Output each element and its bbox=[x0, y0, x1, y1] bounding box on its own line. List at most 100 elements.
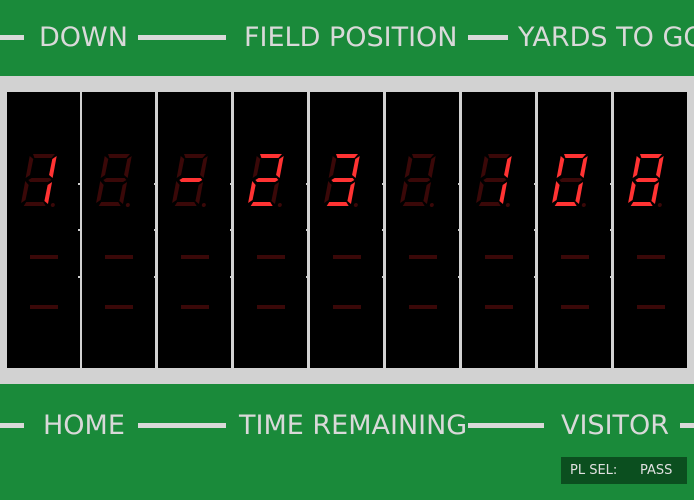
segment-a bbox=[108, 154, 130, 158]
digit-cell bbox=[462, 92, 535, 368]
time-remaining-label: TIME REMAINING bbox=[239, 410, 468, 441]
dim-dash bbox=[333, 255, 361, 259]
segment-f bbox=[25, 156, 34, 178]
segment-b bbox=[580, 156, 588, 178]
divider-tick bbox=[534, 183, 536, 185]
seven-segment-digit bbox=[552, 154, 588, 207]
segment-b bbox=[276, 156, 284, 178]
segment-d bbox=[478, 202, 501, 206]
dim-dash bbox=[30, 305, 58, 309]
divider-tick bbox=[610, 183, 612, 185]
segment-f bbox=[176, 156, 185, 178]
segment-g bbox=[407, 178, 431, 182]
segment-a bbox=[336, 154, 358, 158]
segment-c bbox=[499, 182, 508, 204]
decimal-point bbox=[353, 203, 358, 207]
divider-tick bbox=[230, 183, 232, 185]
segment-g bbox=[103, 178, 127, 182]
digit-cell bbox=[7, 92, 80, 368]
seven-segment-digit bbox=[96, 154, 132, 207]
digit-cell bbox=[386, 92, 459, 368]
divider-tick bbox=[382, 276, 384, 278]
divider-tick bbox=[306, 229, 308, 231]
segment-f bbox=[404, 156, 413, 178]
footer-rule bbox=[680, 423, 694, 428]
dim-dash bbox=[561, 255, 589, 259]
divider-tick bbox=[610, 229, 612, 231]
down-label: DOWN bbox=[39, 22, 128, 53]
segment-g bbox=[559, 178, 583, 182]
divider-tick bbox=[154, 276, 156, 278]
segment-e bbox=[96, 181, 104, 203]
segment-b bbox=[352, 156, 360, 178]
segment-g bbox=[179, 178, 203, 182]
segment-d bbox=[326, 202, 349, 206]
seven-segment-digit bbox=[400, 154, 436, 207]
decimal-point bbox=[50, 203, 55, 207]
divider-tick bbox=[78, 229, 80, 231]
footer-rule bbox=[138, 423, 226, 428]
footer-rule bbox=[0, 423, 24, 428]
segment-f bbox=[328, 156, 337, 178]
segment-f bbox=[252, 156, 261, 178]
segment-c bbox=[651, 182, 660, 204]
segment-e bbox=[628, 181, 636, 203]
segment-d bbox=[630, 202, 653, 206]
play-select-indicator[interactable]: PL SEL: PASS bbox=[561, 457, 687, 484]
segment-a bbox=[184, 154, 206, 158]
divider-tick bbox=[154, 183, 156, 185]
seven-segment-digit bbox=[628, 154, 664, 207]
divider-tick bbox=[78, 276, 80, 278]
segment-c bbox=[271, 182, 280, 204]
segment-g bbox=[483, 178, 507, 182]
seven-segment-digit bbox=[21, 154, 57, 207]
seven-segment-digit bbox=[172, 154, 208, 207]
segment-e bbox=[476, 181, 484, 203]
dim-dash bbox=[181, 305, 209, 309]
segment-c bbox=[423, 182, 432, 204]
dim-dash bbox=[257, 305, 285, 309]
divider-tick bbox=[458, 276, 460, 278]
decimal-point bbox=[201, 203, 206, 207]
dim-dash bbox=[257, 255, 285, 259]
digit-cell bbox=[538, 92, 611, 368]
dim-dash bbox=[105, 255, 133, 259]
dim-dash bbox=[637, 305, 665, 309]
decimal-point bbox=[581, 203, 586, 207]
play-select-label: PL SEL: bbox=[570, 463, 618, 478]
seven-segment-digit bbox=[248, 154, 284, 207]
segment-f bbox=[480, 156, 489, 178]
dim-dash bbox=[561, 305, 589, 309]
divider-tick bbox=[230, 276, 232, 278]
seven-segment-digit bbox=[324, 154, 360, 207]
dim-dash bbox=[30, 255, 58, 259]
segment-a bbox=[412, 154, 434, 158]
dim-dash bbox=[333, 305, 361, 309]
segment-g bbox=[28, 178, 52, 182]
divider-tick bbox=[458, 229, 460, 231]
home-label: HOME bbox=[43, 410, 125, 441]
dim-dash bbox=[485, 255, 513, 259]
decimal-point bbox=[657, 203, 662, 207]
footer-rule bbox=[468, 423, 544, 428]
segment-c bbox=[347, 182, 356, 204]
segment-a bbox=[640, 154, 662, 158]
digit-cell bbox=[82, 92, 155, 368]
segment-a bbox=[33, 154, 55, 158]
segment-b bbox=[428, 156, 436, 178]
segment-c bbox=[195, 182, 204, 204]
dim-dash bbox=[637, 255, 665, 259]
segment-f bbox=[556, 156, 565, 178]
divider-tick bbox=[382, 229, 384, 231]
divider-tick bbox=[534, 229, 536, 231]
segment-g bbox=[635, 178, 659, 182]
header-rule bbox=[468, 35, 508, 40]
divider-tick bbox=[230, 229, 232, 231]
digit-cell bbox=[158, 92, 231, 368]
segment-e bbox=[552, 181, 560, 203]
header-rule bbox=[138, 35, 226, 40]
segment-e bbox=[324, 181, 332, 203]
digit-cell bbox=[234, 92, 307, 368]
decimal-point bbox=[505, 203, 510, 207]
